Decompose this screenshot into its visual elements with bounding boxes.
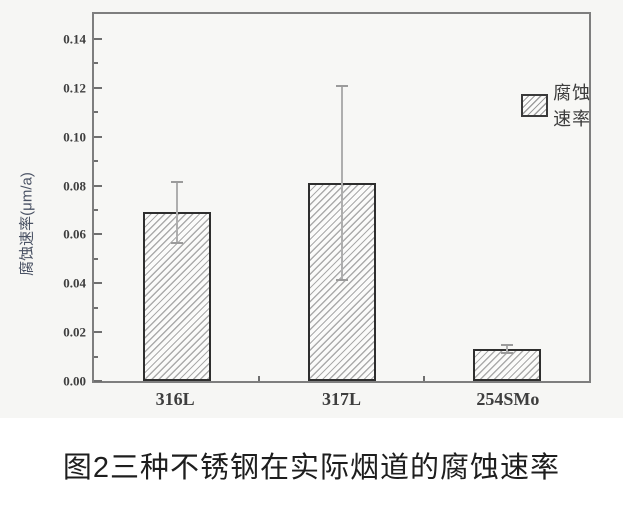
error-bar-254SMo xyxy=(500,344,513,355)
x-axis-labels: 316L 317L 254SMo xyxy=(92,389,591,415)
y-minor-tick xyxy=(94,160,98,163)
error-bar-line xyxy=(340,85,343,281)
y-minor-tick xyxy=(94,257,98,260)
y-tick-label: 0.10 xyxy=(63,129,86,145)
y-major-tick xyxy=(94,380,102,382)
y-minor-tick xyxy=(94,208,98,211)
x-category-label-316L: 316L xyxy=(155,389,195,409)
y-minor-tick xyxy=(94,111,98,114)
y-major-tick xyxy=(94,233,102,236)
error-bar-cap-top xyxy=(170,180,183,183)
y-tick-label: 0.04 xyxy=(63,275,86,291)
hatched-swatch-icon xyxy=(521,93,549,117)
y-minor-tick xyxy=(94,62,98,65)
plot-inner: 0.00 0.02 0.04 0.06 0.08 0.10 0.12 0.14 xyxy=(63,14,589,388)
y-major-tick xyxy=(94,135,102,138)
y-major-tick xyxy=(94,331,102,334)
y-major-tick xyxy=(94,37,102,40)
x-boundary-tick xyxy=(258,376,260,381)
y-tick-label: 0.06 xyxy=(63,226,86,242)
y-axis-title: 腐蚀速率(μm/a) xyxy=(18,172,36,276)
error-bar-cap-bottom xyxy=(500,352,513,355)
y-minor-tick xyxy=(94,306,98,309)
error-bar-cap-bottom xyxy=(170,242,183,245)
y-major-tick xyxy=(94,282,102,285)
x-category-label-317L: 317L xyxy=(321,389,362,409)
x-category-label-254SMo: 254SMo xyxy=(476,389,540,409)
x-boundary-tick xyxy=(423,376,425,381)
error-bar-line xyxy=(505,344,508,355)
error-bar-316L xyxy=(170,180,183,245)
y-major-tick xyxy=(94,86,102,89)
error-bar-317L xyxy=(335,85,348,281)
error-bar-cap-top xyxy=(335,85,348,88)
y-major-tick xyxy=(94,184,102,187)
chart-figure: 腐蚀速率(μm/a) 0.00 0.02 0.04 0.06 0.08 0.10 0.12 0… xyxy=(0,0,623,418)
error-bar-cap-top xyxy=(500,344,513,347)
bar-254SMo xyxy=(472,349,541,381)
figure-caption: 图2三种不锈钢在实际烟道的腐蚀速率 xyxy=(62,452,561,484)
y-tick-label: 0.00 xyxy=(63,373,86,389)
legend-label: 腐蚀速率 xyxy=(553,83,592,129)
error-bar-cap-bottom xyxy=(335,278,348,281)
error-bar-line xyxy=(175,180,178,245)
y-tick-label: 0.02 xyxy=(63,324,86,340)
y-tick-label: 0.08 xyxy=(63,178,86,194)
legend: 腐蚀速率 xyxy=(521,79,593,131)
y-tick-label: 0.14 xyxy=(63,31,86,47)
y-minor-tick xyxy=(94,355,98,358)
y-tick-label: 0.12 xyxy=(63,80,86,96)
plot-area: 0.00 0.02 0.04 0.06 0.08 0.10 0.12 0.14 腐蚀速率 xyxy=(63,12,593,388)
